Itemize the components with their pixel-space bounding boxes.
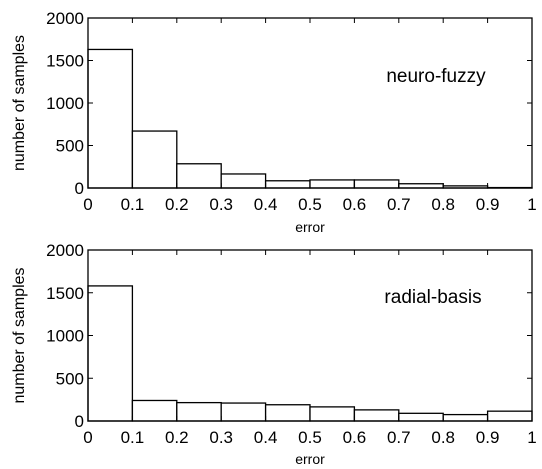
x-tick-label: 0.4	[254, 195, 278, 214]
x-tick-label: 0.1	[121, 195, 145, 214]
x-tick-label: 0.4	[254, 428, 278, 447]
x-tick-label: 0.2	[165, 195, 189, 214]
histogram-bar	[264, 180, 311, 189]
x-tick-label: 0.5	[298, 428, 322, 447]
y-tick-label: 2000	[46, 241, 84, 260]
y-tick-label: 1000	[46, 327, 84, 346]
x-axis-label: error	[295, 219, 325, 235]
histogram-bar	[176, 163, 222, 189]
y-tick-label: 2000	[46, 9, 84, 28]
x-tick-label: 0.9	[476, 195, 500, 214]
y-tick-label: 0	[75, 179, 84, 198]
y-axis-label: number of samples	[11, 35, 28, 171]
chart-panel-1: 0 0.1 0.2 0.3 0.4 0.5 0.6 0.7 0.8 0.9 1 0 500 1000 150…	[11, 9, 537, 235]
histogram-bar	[87, 285, 134, 422]
y-axis-label: number of samples	[11, 267, 28, 403]
series-annotation: neuro-fuzzy	[386, 66, 486, 87]
histogram-bar	[353, 179, 400, 189]
x-tick-label: 0.1	[121, 428, 145, 447]
chart-panel-2: 0 0.1 0.2 0.3 0.4 0.5 0.6 0.7 0.8 0.9 1 0 500 1000 150…	[11, 241, 537, 467]
histogram-bar	[131, 399, 178, 422]
x-tick-label: 0.5	[298, 195, 322, 214]
histogram-bar	[353, 409, 400, 422]
series-annotation: radial-basis	[384, 287, 481, 308]
axes-frame	[87, 249, 533, 422]
histogram-bar	[309, 179, 356, 189]
histogram-bar	[220, 402, 267, 422]
x-tick-label: 0.2	[165, 428, 189, 447]
histogram-bar	[309, 406, 356, 422]
y-tick-label: 500	[56, 369, 84, 388]
x-tick-label: 0.6	[343, 428, 367, 447]
histogram-bar	[176, 401, 222, 422]
y-tick-label: 1000	[46, 94, 84, 113]
x-tick-label: 0.7	[387, 428, 411, 447]
histogram-bar	[442, 413, 489, 422]
x-tick-label: 0.8	[431, 428, 455, 447]
x-tick-label: 0.3	[209, 195, 233, 214]
y-tick-label: 1500	[46, 52, 84, 71]
x-tick-label: 0.7	[387, 195, 411, 214]
histogram-bar	[398, 412, 444, 422]
histogram-bar	[220, 173, 267, 189]
histogram-bar	[486, 410, 533, 422]
x-tick-label: 0	[83, 195, 92, 214]
x-tick-label: 0.3	[209, 428, 233, 447]
y-tick-label: 0	[75, 412, 84, 431]
y-tick-label: 500	[56, 137, 84, 156]
x-tick-label: 1	[527, 195, 536, 214]
x-tick-label: 0.8	[431, 195, 455, 214]
x-tick-label: 1	[527, 428, 536, 447]
x-tick-label: 0.6	[343, 195, 367, 214]
x-axis-label: error	[295, 451, 325, 467]
y-tick-label: 1500	[46, 284, 84, 303]
x-tick-label: 0	[83, 428, 92, 447]
histogram-bar	[87, 48, 134, 189]
histogram-bar	[131, 130, 178, 189]
x-tick-label: 0.9	[476, 428, 500, 447]
histogram-bar	[264, 404, 311, 422]
